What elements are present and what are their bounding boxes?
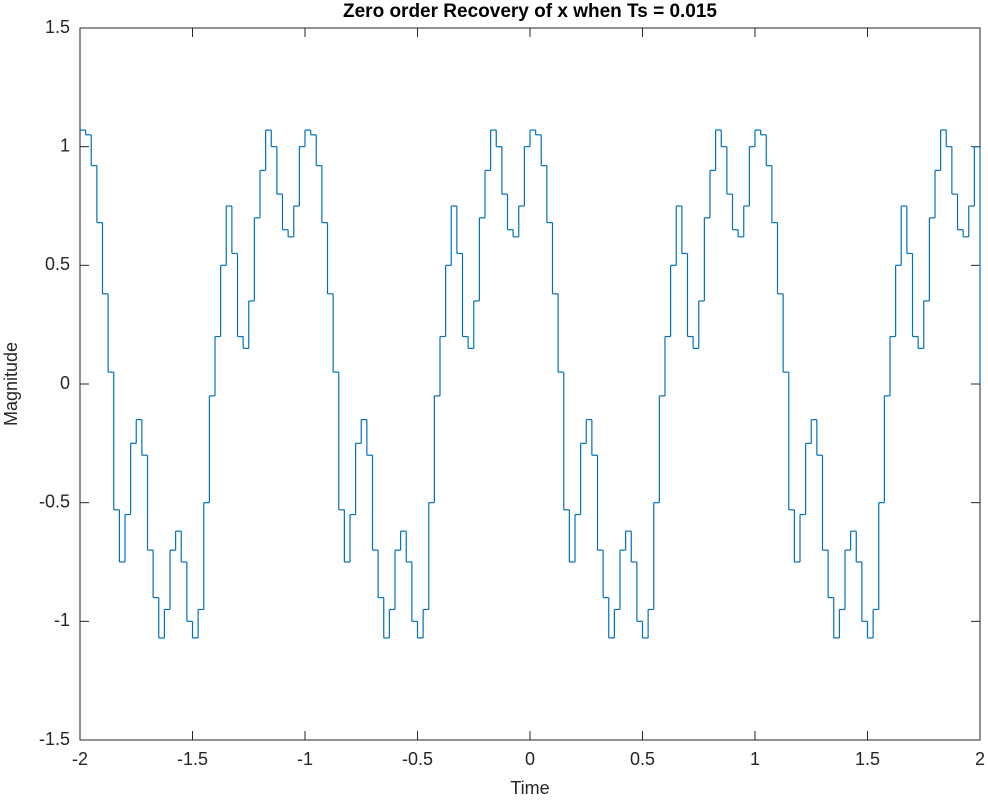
y-tick-label: -1 [54, 610, 70, 630]
step-riser [85, 130, 981, 638]
x-tick-label: -0.5 [402, 749, 433, 769]
x-tick-label: 0 [525, 749, 535, 769]
chart-title: Zero order Recovery of x when Ts = 0.015 [343, 1, 717, 22]
x-tick-label: 1 [750, 749, 760, 769]
x-axis-label: Time [510, 778, 549, 798]
x-tick-label: -1 [297, 749, 313, 769]
x-tick-label: 0.5 [630, 749, 655, 769]
y-tick-label: -1.5 [39, 729, 70, 749]
x-tick-label: 2 [975, 749, 985, 769]
y-axis-label: Magnitude [1, 342, 21, 426]
y-tick-label: 1 [60, 135, 70, 155]
y-tick-label: 0.5 [45, 254, 70, 274]
y-tick-label: 0 [60, 373, 70, 393]
x-tick-label: 1.5 [855, 749, 880, 769]
y-tick-label: -0.5 [39, 491, 70, 511]
x-tick-label: -1.5 [177, 749, 208, 769]
x-tick-label: -2 [72, 749, 88, 769]
y-tick-label: 1.5 [45, 17, 70, 37]
